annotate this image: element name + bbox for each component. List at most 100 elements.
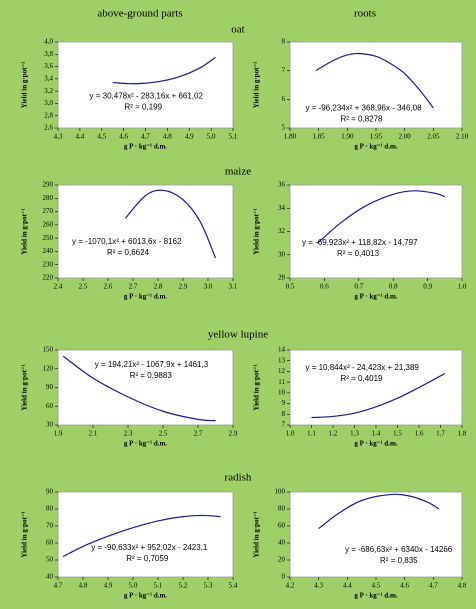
- x-tick-label: 4.2: [286, 582, 295, 590]
- x-tick-label: 1.0: [458, 283, 467, 291]
- y-tick-label: 36: [278, 181, 286, 189]
- x-tick-label: 2.5: [159, 430, 168, 438]
- column-header: above-ground parts: [97, 8, 182, 20]
- x-axis-label: g P · kg⁻¹ d.m.: [354, 440, 397, 448]
- y-tick-label: 120: [43, 364, 54, 372]
- x-tick-label: 2.00: [399, 133, 412, 141]
- y-tick-label: 220: [43, 274, 54, 282]
- x-tick-label: 1.8: [458, 430, 467, 438]
- y-tick-label: 14: [278, 346, 286, 354]
- x-tick-label: 4.4: [343, 582, 352, 590]
- x-tick-label: 1.0: [286, 430, 295, 438]
- y-tick-label: 11: [278, 378, 285, 386]
- y-tick-label: 2,8: [44, 111, 53, 119]
- x-tick-label: 3.0: [204, 283, 213, 291]
- x-tick-label: 4,7: [141, 133, 150, 141]
- x-axis-label: g P · kg⁻¹ d.m.: [354, 592, 397, 600]
- x-tick-label: 2.1: [89, 430, 98, 438]
- x-tick-label: 5.3: [204, 582, 213, 590]
- x-tick-label: 0.9: [423, 283, 432, 291]
- x-axis-label: g P · kg⁻¹ d.m.: [124, 592, 167, 600]
- r-squared: R² = 0,4019: [340, 374, 383, 383]
- r-squared: R² = 0,199: [125, 102, 163, 111]
- equation: y = -1070,1x² + 6013,6x - 8162: [72, 237, 182, 246]
- y-axis-label: Yield in g·pot⁻¹: [21, 208, 29, 254]
- y-tick-label: 7: [282, 66, 286, 74]
- y-tick-label: 60: [278, 522, 286, 530]
- x-tick-label: 4,8: [163, 133, 172, 141]
- x-tick-label: 2.5: [79, 283, 88, 291]
- y-tick-label: 3,2: [44, 87, 53, 95]
- r-squared: R² = 0,7059: [126, 554, 169, 563]
- x-tick-label: 4.6: [400, 582, 409, 590]
- y-tick-label: 9: [282, 399, 286, 407]
- x-tick-label: 4,6: [119, 133, 128, 141]
- y-tick-label: 7: [282, 421, 286, 429]
- y-tick-label: 80: [278, 505, 286, 513]
- x-tick-label: 2.9: [179, 283, 188, 291]
- y-tick-label: 3,8: [44, 50, 53, 58]
- y-axis-label: Yield in g·pot⁻¹: [21, 511, 29, 557]
- y-tick-label: 6: [282, 95, 286, 103]
- x-tick-label: 1.90: [341, 133, 354, 141]
- trend-line: [62, 355, 216, 422]
- r-squared: R² = 0,4013: [337, 249, 380, 258]
- row-label: oat: [231, 24, 244, 36]
- row-label: maize: [225, 166, 251, 178]
- x-axis-label: g P · kg⁻¹ d.m.: [124, 293, 167, 301]
- x-axis-label: g P · kg⁻¹ d.m.: [124, 143, 167, 151]
- plot-area: [57, 349, 234, 426]
- x-tick-label: 5.4: [229, 582, 238, 590]
- x-tick-label: 1.7: [436, 430, 445, 438]
- x-tick-label: 4,9: [185, 133, 194, 141]
- x-tick-label: 0.8: [389, 283, 398, 291]
- x-tick-label: 4,5: [97, 133, 106, 141]
- y-tick-label: 270: [43, 207, 54, 215]
- y-tick-label: 3,0: [44, 99, 53, 107]
- y-tick-label: 90: [46, 488, 54, 496]
- row-label: radish: [225, 472, 252, 484]
- y-axis-label: Yield in g·pot⁻¹: [21, 62, 29, 108]
- equation: y = -69,923x² + 118,82x - 14,797: [302, 238, 418, 247]
- y-axis-label: Yield in g·pot⁻¹: [253, 208, 261, 254]
- y-tick-label: 60: [46, 539, 54, 547]
- x-tick-label: 2.8: [154, 283, 163, 291]
- plot-area: [289, 349, 463, 426]
- x-tick-label: 4.8: [458, 582, 467, 590]
- y-tick-label: 3,6: [44, 62, 53, 70]
- y-tick-label: 70: [46, 522, 54, 530]
- y-tick-label: 4,0: [44, 38, 53, 46]
- x-tick-label: 1.6: [415, 430, 424, 438]
- trend-line: [315, 52, 434, 109]
- y-tick-label: 13: [278, 356, 286, 364]
- x-tick-label: 2.05: [427, 133, 440, 141]
- column-header: roots: [354, 8, 376, 20]
- plot-area: [57, 41, 234, 129]
- y-tick-label: 50: [46, 556, 54, 564]
- x-tick-label: 4.7: [429, 582, 438, 590]
- x-tick-label: 1.1: [307, 430, 316, 438]
- x-tick-label: 4.8: [79, 582, 88, 590]
- x-tick-label: 1.2: [329, 430, 338, 438]
- x-tick-label: 0.6: [320, 283, 329, 291]
- x-tick-label: 2.6: [104, 283, 113, 291]
- y-tick-label: 8: [282, 38, 286, 46]
- y-tick-label: 290: [43, 181, 54, 189]
- plot-area: [57, 491, 234, 578]
- y-axis-label: Yield in g·pot⁻¹: [253, 511, 261, 557]
- x-tick-label: 1.95: [370, 133, 383, 141]
- y-tick-label: 8: [282, 410, 286, 418]
- x-tick-label: 2.7: [194, 430, 203, 438]
- y-tick-label: 150: [43, 346, 54, 354]
- y-tick-label: 5: [282, 124, 286, 132]
- r-squared: R² = 0,9883: [130, 371, 173, 380]
- r-squared: R² = 0,6624: [107, 248, 150, 257]
- y-tick-label: 0: [282, 573, 286, 581]
- x-axis-label: g P · kg⁻¹ d.m.: [354, 143, 397, 151]
- x-tick-label: 5,1: [229, 133, 238, 141]
- y-axis-label: Yield in g·pot⁻¹: [21, 364, 29, 410]
- y-tick-label: 240: [43, 247, 54, 255]
- x-tick-label: 2.10: [456, 133, 469, 141]
- y-tick-label: 10: [278, 388, 286, 396]
- y-tick-label: 32: [278, 227, 286, 235]
